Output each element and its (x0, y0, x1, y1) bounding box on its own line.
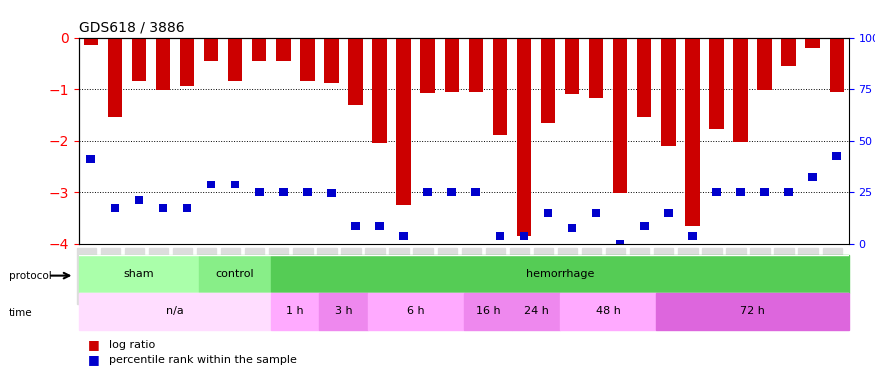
Bar (560, 292, 656, 330)
Text: 48 h: 48 h (596, 306, 620, 316)
Bar (271, 255, 849, 292)
Text: control: control (216, 269, 255, 279)
Text: 72 h: 72 h (740, 306, 765, 316)
Text: time: time (9, 308, 32, 318)
Bar (830, 38, 844, 92)
Bar (327, 189, 336, 197)
Bar (325, 38, 339, 83)
Bar (616, 240, 625, 248)
Bar (180, 38, 194, 87)
Bar (368, 292, 464, 330)
Text: GDS618 / 3886: GDS618 / 3886 (79, 21, 185, 35)
Bar (447, 188, 456, 196)
Bar (733, 38, 748, 142)
Bar (87, 155, 95, 162)
Bar (351, 222, 360, 230)
Bar (493, 38, 507, 135)
Bar (84, 38, 98, 45)
Text: 6 h: 6 h (407, 306, 424, 316)
Bar (279, 188, 288, 196)
Bar (565, 38, 579, 94)
Text: log ratio: log ratio (109, 340, 156, 350)
Bar (495, 232, 504, 240)
Bar (276, 38, 290, 61)
Bar (158, 204, 167, 212)
Bar (375, 222, 384, 230)
Text: n/a: n/a (166, 306, 184, 316)
Bar (444, 38, 459, 92)
Bar (108, 38, 123, 117)
Bar (640, 222, 648, 230)
Bar (688, 232, 696, 240)
Bar (469, 38, 483, 92)
Bar (110, 204, 119, 212)
Text: sham: sham (123, 269, 154, 279)
Bar (206, 181, 215, 188)
Bar (512, 292, 560, 330)
Text: 16 h: 16 h (475, 306, 500, 316)
Bar (135, 196, 144, 204)
Text: hemorrhage: hemorrhage (526, 269, 594, 279)
Bar (348, 38, 363, 105)
Bar (808, 173, 817, 181)
Bar (255, 188, 263, 196)
Bar (568, 224, 577, 232)
Bar (781, 38, 796, 66)
Bar (421, 38, 435, 93)
Bar (319, 292, 368, 330)
Bar (758, 38, 772, 90)
Text: 3 h: 3 h (334, 306, 353, 316)
Bar (252, 38, 267, 61)
Bar (662, 38, 676, 146)
Bar (541, 38, 556, 123)
Bar (613, 38, 627, 193)
Bar (832, 152, 841, 160)
Bar (760, 188, 769, 196)
Text: 1 h: 1 h (286, 306, 304, 316)
Bar (464, 292, 512, 330)
Bar (79, 292, 271, 330)
Bar (424, 188, 432, 196)
Text: ■: ■ (88, 339, 99, 351)
Bar (472, 188, 480, 196)
Bar (806, 38, 820, 48)
Text: protocol: protocol (9, 271, 52, 280)
Bar (231, 181, 240, 188)
Bar (664, 209, 673, 217)
Bar (396, 38, 411, 205)
Text: percentile rank within the sample: percentile rank within the sample (109, 355, 298, 365)
Text: 24 h: 24 h (523, 306, 549, 316)
Bar (685, 38, 700, 226)
Bar (204, 38, 219, 61)
Bar (132, 38, 146, 81)
Bar (589, 38, 604, 98)
Bar (517, 38, 531, 236)
Bar (710, 38, 724, 129)
Bar (637, 38, 652, 117)
Bar (399, 232, 408, 240)
Bar (156, 38, 171, 90)
Bar (520, 232, 528, 240)
Bar (183, 204, 192, 212)
Bar (592, 209, 600, 217)
Bar (79, 255, 200, 292)
Bar (712, 188, 721, 196)
Bar (736, 188, 745, 196)
Bar (373, 38, 387, 143)
Bar (228, 38, 242, 81)
Bar (784, 188, 793, 196)
Bar (656, 292, 849, 330)
Bar (300, 38, 315, 81)
Bar (303, 188, 312, 196)
Bar (200, 255, 271, 292)
Bar (543, 209, 552, 217)
Bar (271, 292, 319, 330)
Text: ■: ■ (88, 354, 99, 366)
